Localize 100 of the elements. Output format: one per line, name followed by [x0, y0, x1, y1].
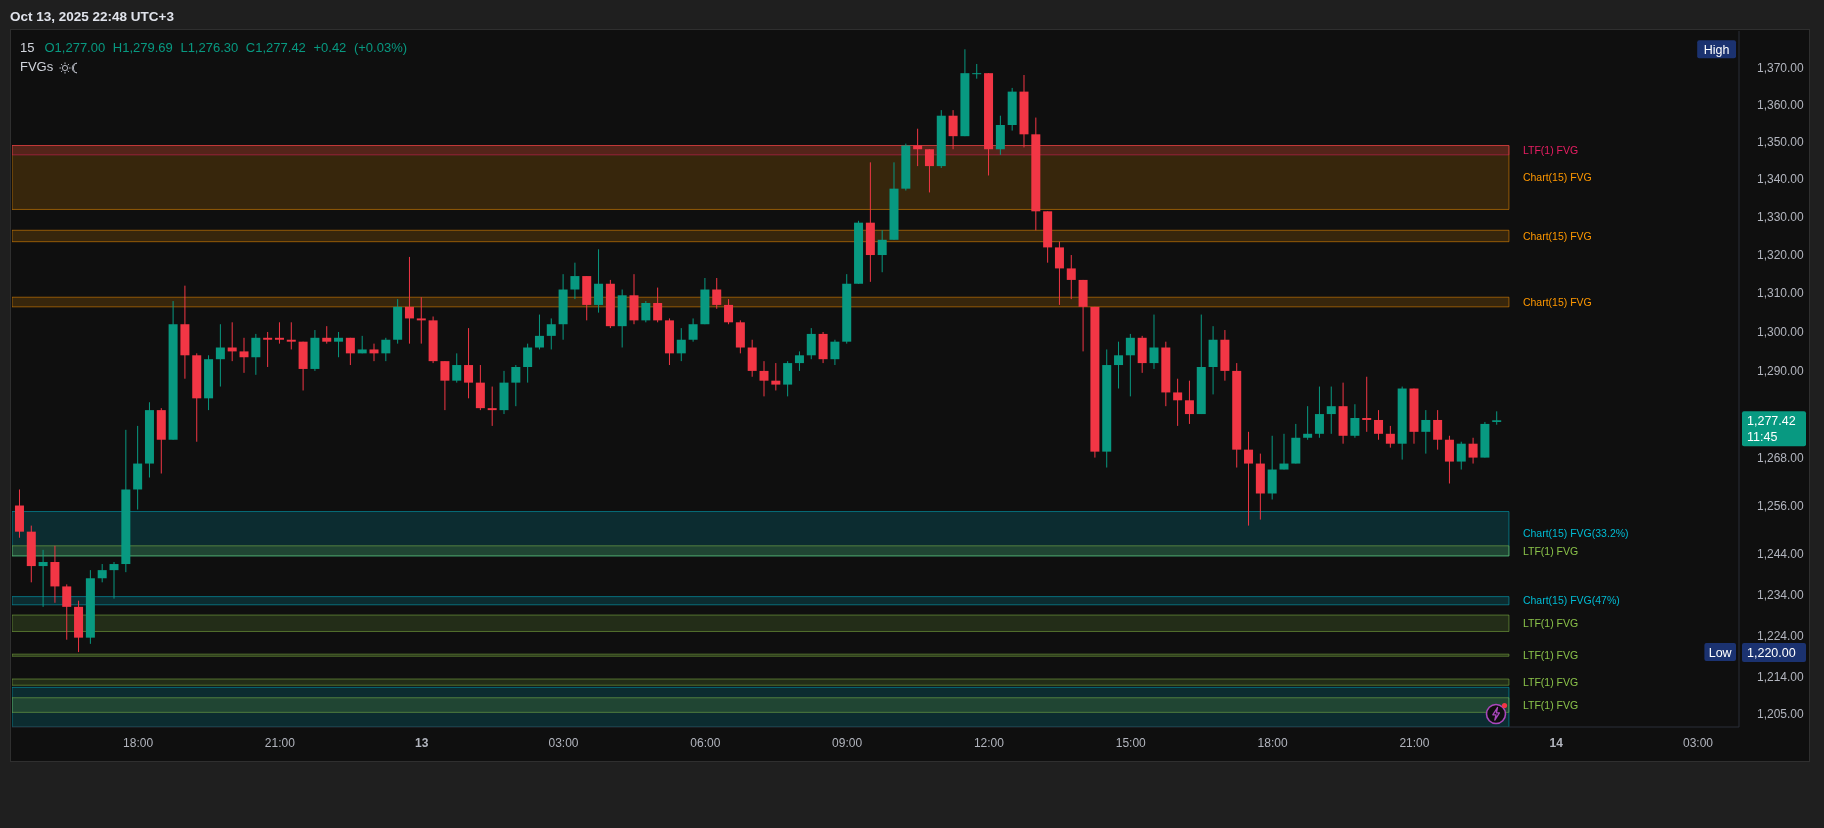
- candlestick: [1444, 435, 1454, 484]
- band-label: Chart(15) FVG: [1522, 229, 1592, 242]
- candlestick: [404, 256, 414, 345]
- candlestick: [62, 583, 72, 641]
- candlestick: [747, 339, 757, 378]
- candlestick: [286, 321, 296, 350]
- band-label: LTF(1) FVG: [1522, 675, 1579, 688]
- candlestick: [924, 148, 934, 193]
- annotation: FVGs: [20, 59, 54, 74]
- annotation: High: [1703, 42, 1730, 57]
- candlestick: [688, 317, 698, 343]
- candlestick: [534, 314, 544, 350]
- x-tick-label: 15:00: [1115, 736, 1147, 750]
- y-tick-label: 1,350.00: [1757, 134, 1805, 149]
- candlestick: [1184, 380, 1194, 425]
- candlestick: [1362, 376, 1372, 433]
- x-tick-label: 13: [415, 736, 429, 750]
- text: 11:45: [1747, 429, 1778, 444]
- candlestick: [948, 109, 958, 150]
- candlestick: [239, 337, 249, 374]
- band-label: Chart(15) FVG(47%): [1522, 594, 1620, 607]
- text: O1,277.00 H1,279.69 L1,276.30 C1,277.42 +0.42 (+0.03%): [44, 40, 408, 55]
- candlestick: [1114, 341, 1124, 390]
- y-tick-label: 1,290.00: [1757, 363, 1805, 378]
- text: 1,277.42: [1747, 413, 1796, 428]
- candlestick: [97, 563, 107, 583]
- candlestick: [523, 343, 533, 384]
- x-tick-label: 03:00: [1683, 736, 1714, 750]
- x-tick-label: 12:00: [973, 736, 1005, 750]
- candlestick: [251, 333, 261, 376]
- candlestick: [830, 339, 840, 366]
- candlestick: [1326, 386, 1336, 435]
- y-tick-label: 1,310.00: [1757, 286, 1805, 301]
- candlestick: [381, 337, 391, 362]
- candlestick: [511, 364, 521, 407]
- text: 15: [20, 40, 35, 55]
- annotation: Low: [1708, 645, 1733, 660]
- candlestick: [1314, 386, 1324, 439]
- candlestick: [1468, 437, 1478, 465]
- candlestick: [263, 331, 273, 368]
- x-tick-label: 21:00: [264, 736, 296, 750]
- candlestick: [452, 352, 462, 384]
- candlestick: [369, 343, 379, 362]
- y-tick-label: 1,300.00: [1757, 324, 1805, 339]
- band-label: LTF(1) FVG: [1522, 648, 1579, 661]
- y-tick-label: 1,205.00: [1757, 707, 1805, 722]
- candlestick: [806, 327, 816, 360]
- candlestick: [724, 298, 734, 325]
- candlestick: [1066, 254, 1076, 300]
- candlestick: [570, 262, 580, 300]
- band-label: LTF(1) FVG: [1522, 143, 1579, 156]
- candlestick: [345, 337, 355, 366]
- candlestick: [972, 63, 982, 80]
- band-label: LTF(1) FVG: [1522, 698, 1579, 711]
- x-tick-label: 14: [1549, 736, 1564, 750]
- candlestick: [215, 323, 225, 388]
- candlestick: [464, 327, 474, 399]
- candlestick: [274, 321, 284, 345]
- candlestick: [1350, 403, 1360, 439]
- candlestick: [1279, 433, 1289, 471]
- candlestick: [759, 360, 769, 397]
- band-label: Chart(15) FVG: [1522, 295, 1592, 308]
- candlestick: [1492, 410, 1502, 426]
- candlestick: [1244, 431, 1254, 527]
- y-tick-label: 1,320.00: [1757, 248, 1805, 263]
- candlestick: [1054, 241, 1064, 306]
- candlestick: [109, 561, 119, 600]
- candlestick: [1433, 409, 1443, 451]
- candlestick: [440, 360, 450, 411]
- y-tick-label: 1,330.00: [1757, 210, 1805, 224]
- y-tick-label: 1,244.00: [1757, 546, 1805, 561]
- candlestick: [794, 350, 804, 372]
- candlestick: [1385, 425, 1395, 449]
- y-tick-label: 1,268.00: [1757, 450, 1805, 465]
- candlestick: [1421, 409, 1431, 455]
- candlestick: [487, 386, 497, 427]
- candlestick: [546, 317, 556, 350]
- candlestick: [1303, 405, 1313, 441]
- band-label: Chart(15) FVG: [1522, 171, 1592, 184]
- candlestick: [1173, 378, 1183, 427]
- candlestick: [783, 360, 793, 397]
- y-tick-label: 1,360.00: [1757, 97, 1805, 112]
- candlestick: [334, 331, 344, 358]
- x-tick-label: 21:00: [1399, 736, 1430, 750]
- y-tick-label: 1,370.00: [1757, 60, 1805, 75]
- candlestick: [676, 327, 686, 362]
- text: Oct 13, 2025 22:48 UTC+3: [10, 9, 174, 24]
- candlestick: [1374, 409, 1384, 441]
- candlestick: [653, 287, 663, 323]
- y-tick-label: 1,224.00: [1757, 628, 1805, 643]
- y-tick-label: 1,214.00: [1757, 669, 1805, 684]
- y-tick-label: 1,256.00: [1757, 498, 1805, 513]
- y-tick-label: 1,234.00: [1757, 587, 1805, 602]
- x-tick-label: 18:00: [1257, 736, 1288, 750]
- y-tick-label: 1,340.00: [1757, 172, 1805, 187]
- candlestick: [1456, 441, 1466, 471]
- candlestick: [1149, 314, 1159, 370]
- candlestick: [416, 296, 426, 345]
- band-label: Chart(15) FVG(33.2%): [1522, 527, 1629, 540]
- candlestick: [594, 248, 604, 314]
